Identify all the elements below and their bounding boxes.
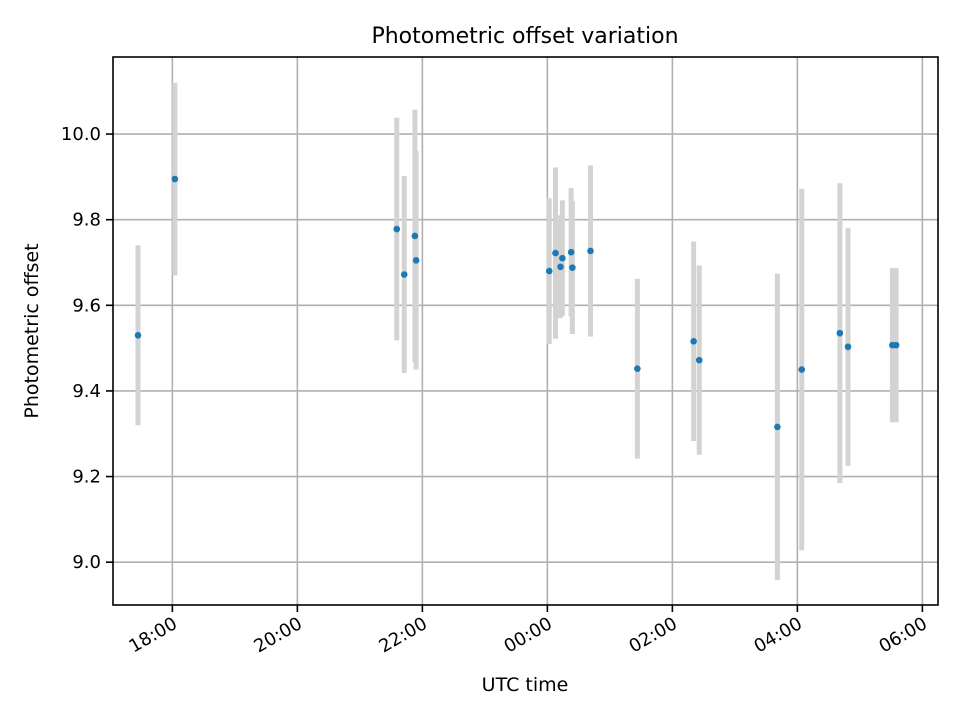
data-point xyxy=(774,423,781,431)
data-points xyxy=(134,175,900,431)
data-point xyxy=(892,341,900,349)
data-point xyxy=(552,249,559,257)
y-axis-ticks: 9.0 9.2 9.4 9.6 9.8 10.0 xyxy=(61,124,113,573)
x-tick-label: 18:00 xyxy=(125,613,180,657)
y-tick-label: 9.2 xyxy=(72,467,101,488)
data-point xyxy=(587,247,594,255)
x-axis-ticks: 18:00 20:00 22:00 00:00 02:00 04:00 06:00 xyxy=(125,605,931,657)
data-point xyxy=(557,263,564,271)
data-point xyxy=(171,175,179,183)
data-point xyxy=(695,356,703,364)
data-point xyxy=(412,257,420,264)
data-point xyxy=(411,232,419,240)
x-tick-label: 06:00 xyxy=(875,613,930,657)
data-point xyxy=(134,331,142,339)
data-point xyxy=(836,329,844,337)
data-point xyxy=(844,343,852,351)
data-point xyxy=(393,225,401,233)
y-tick-label: 10.0 xyxy=(61,124,101,145)
error-bars xyxy=(135,82,899,581)
data-point xyxy=(634,365,641,372)
x-tick-label: 00:00 xyxy=(500,613,555,657)
plot-frame xyxy=(112,56,939,606)
x-tick-label: 02:00 xyxy=(625,613,680,657)
data-point xyxy=(545,267,553,275)
y-tick-label: 9.4 xyxy=(72,381,101,402)
x-tick-label: 22:00 xyxy=(375,613,430,657)
y-tick-label: 9.0 xyxy=(72,552,101,573)
data-point xyxy=(798,366,806,373)
data-point xyxy=(567,248,575,256)
chart-title: Photometric offset variation xyxy=(371,24,678,49)
y-tick-label: 9.6 xyxy=(72,295,101,316)
data-point xyxy=(400,271,408,278)
data-point xyxy=(690,337,697,345)
grid-lines xyxy=(113,57,938,605)
y-axis-label: Photometric offset xyxy=(21,243,43,418)
data-point xyxy=(569,264,576,271)
x-axis-label: UTC time xyxy=(482,674,569,696)
x-tick-label: 20:00 xyxy=(250,613,305,657)
y-tick-label: 9.8 xyxy=(72,210,101,231)
x-tick-label: 04:00 xyxy=(750,613,805,657)
data-point xyxy=(559,254,566,262)
